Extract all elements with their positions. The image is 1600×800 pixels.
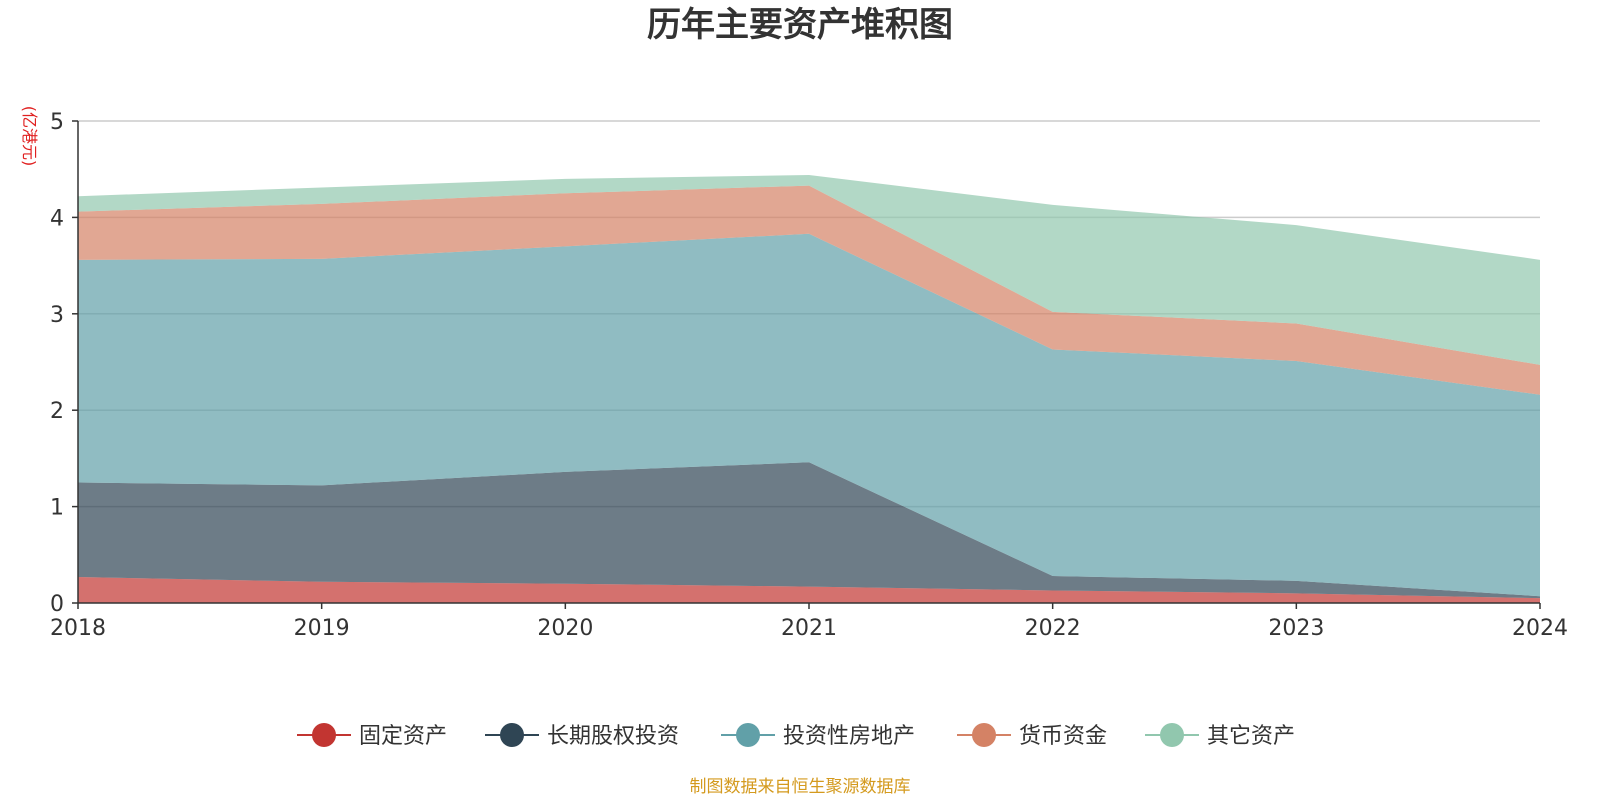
- x-tick-label: 2019: [294, 616, 350, 641]
- legend-circle-icon: [1160, 723, 1184, 747]
- legend-item-1[interactable]: 长期股权投资: [485, 723, 679, 749]
- y-tick-label: 1: [50, 496, 64, 521]
- x-tick-label: 2022: [1025, 616, 1081, 641]
- y-tick-label: 5: [50, 110, 64, 135]
- x-tick-label: 2020: [537, 616, 593, 641]
- legend-item-0[interactable]: 固定资产: [297, 723, 447, 749]
- area-series-4[interactable]: [78, 174, 1540, 365]
- area-series-0[interactable]: [78, 576, 1540, 603]
- legend-item-4[interactable]: 其它资产: [1145, 723, 1295, 749]
- x-tick-label: 2018: [50, 616, 106, 641]
- x-tick-label: 2023: [1268, 616, 1324, 641]
- legend-circle-icon: [972, 723, 996, 747]
- legend-label: 投资性房地产: [783, 724, 915, 749]
- legend-circle-icon: [312, 723, 336, 747]
- legend-label: 长期股权投资: [547, 724, 679, 749]
- y-axis-unit-label: (亿港元): [20, 106, 39, 167]
- legend: 固定资产 长期股权投资 投资性房地产 货币资金 其它资产: [297, 723, 1295, 749]
- legend-label: 货币资金: [1019, 724, 1107, 749]
- x-tick-label: 2024: [1512, 616, 1568, 641]
- axes: 0 1 2 3 4 5 2018 2019 2020 2021 2022 2023 2024: [50, 110, 1568, 641]
- legend-label: 其它资产: [1207, 724, 1295, 749]
- area-series-1[interactable]: [78, 462, 1540, 599]
- area-series-group: [78, 174, 1540, 603]
- area-series-2[interactable]: [78, 233, 1540, 597]
- legend-circle-icon: [736, 723, 760, 747]
- legend-label: 固定资产: [359, 724, 447, 749]
- y-tick-label: 2: [50, 399, 64, 424]
- y-tick-label: 3: [50, 303, 64, 328]
- legend-circle-icon: [500, 723, 524, 747]
- legend-item-3[interactable]: 货币资金: [957, 723, 1107, 749]
- data-source-note: 制图数据来自恒生聚源数据库: [690, 777, 911, 797]
- y-tick-label: 0: [50, 592, 64, 617]
- area-series-3[interactable]: [78, 185, 1540, 395]
- chart-title: 历年主要资产堆积图: [647, 5, 953, 45]
- y-tick-label: 4: [50, 206, 64, 231]
- legend-item-2[interactable]: 投资性房地产: [721, 723, 915, 749]
- x-tick-label: 2021: [781, 616, 837, 641]
